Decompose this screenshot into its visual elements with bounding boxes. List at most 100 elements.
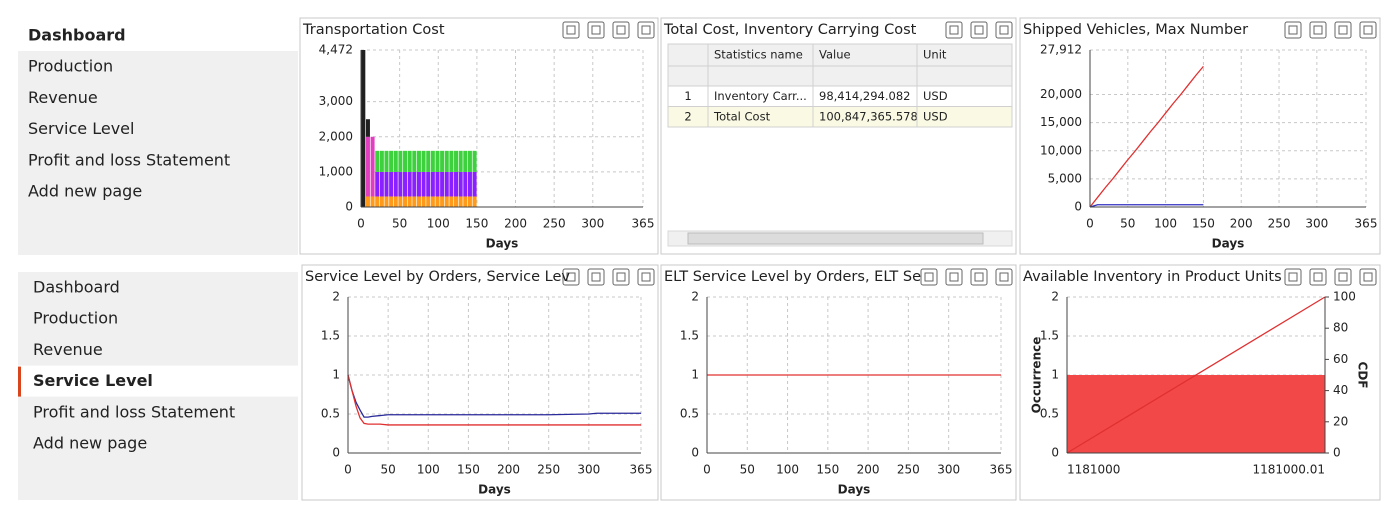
x-tick-label: 100: [776, 463, 799, 477]
panel-icon[interactable]: [1309, 21, 1327, 39]
panel-icon[interactable]: [1334, 21, 1352, 39]
x-tick-label: 250: [897, 463, 920, 477]
y-tick-label: 1.5: [680, 329, 699, 343]
icon-box: [995, 21, 1013, 39]
panel-icon[interactable]: [945, 268, 963, 286]
panel-icon[interactable]: [562, 268, 580, 286]
icon-glyph: [616, 272, 626, 282]
panel-icon[interactable]: [970, 21, 988, 39]
bar-segment: [472, 196, 477, 207]
panel-icon[interactable]: [995, 268, 1013, 286]
y-tick-label: 0: [332, 446, 340, 460]
panel-icon[interactable]: [920, 268, 938, 286]
bar-segment: [426, 171, 431, 197]
nav-item[interactable]: Dashboard: [33, 278, 120, 297]
x-tick-label: 100: [427, 217, 450, 231]
x-tick-label: 365: [990, 463, 1013, 477]
icon-glyph: [949, 272, 959, 282]
icon-glyph: [999, 25, 1009, 35]
y-tick-label: 2,000: [319, 129, 353, 143]
bar-segment: [458, 150, 463, 172]
bar-segment: [379, 196, 384, 207]
icon-glyph: [1288, 272, 1298, 282]
bar-segment: [430, 196, 435, 207]
bar-segment: [384, 150, 389, 172]
bar-segment: [435, 150, 440, 172]
x-tick-label: 50: [392, 217, 407, 231]
panel-icon[interactable]: [587, 21, 605, 39]
x-axis-label: Days: [1212, 237, 1245, 251]
icon-box: [562, 21, 580, 39]
nav-item[interactable]: Profit and loss Statement: [33, 402, 235, 421]
y-tick-label: 1: [332, 368, 340, 382]
y-tick-label: 0.5: [680, 407, 699, 421]
panel-icon[interactable]: [1309, 268, 1327, 286]
x-tick-label: 365: [632, 217, 655, 231]
nav-item[interactable]: Revenue: [28, 88, 98, 107]
icon-glyph: [1363, 25, 1373, 35]
panel-icon[interactable]: [612, 268, 630, 286]
y2-tick-label: 0: [1333, 446, 1341, 460]
bar-segment: [421, 196, 426, 207]
icon-box: [1309, 21, 1327, 39]
panel-icon[interactable]: [637, 268, 655, 286]
bar-segment: [467, 196, 472, 207]
icon-glyph: [974, 25, 984, 35]
panel-icon[interactable]: [637, 21, 655, 39]
bar-segment: [449, 171, 454, 197]
panel-icon[interactable]: [970, 268, 988, 286]
nav-item[interactable]: Add new page: [33, 434, 147, 453]
x-tick-label: 300: [581, 217, 604, 231]
panel-icon[interactable]: [995, 21, 1013, 39]
panel-icon[interactable]: [1359, 21, 1377, 39]
bar-segment: [458, 171, 463, 197]
panel-icon[interactable]: [612, 21, 630, 39]
panel: [660, 264, 1017, 501]
icon-box: [1309, 268, 1327, 286]
histogram-bar: [1067, 375, 1325, 453]
x-tick-label: 0: [357, 217, 365, 231]
y-tick-label: 4,472: [319, 43, 353, 57]
panel-icon[interactable]: [562, 21, 580, 39]
chart-title: ELT Service Level by Orders, ELT Se: [664, 269, 921, 285]
icon-glyph: [591, 25, 601, 35]
nav-item[interactable]: Service Level: [33, 371, 153, 390]
icon-box: [1284, 268, 1302, 286]
bar-segment: [407, 171, 412, 197]
scroll-thumb[interactable]: [687, 232, 984, 245]
series-line: [1066, 296, 1326, 454]
panel-icon[interactable]: [945, 21, 963, 39]
table-cell: Total Cost: [713, 110, 771, 124]
icon-box: [612, 21, 630, 39]
bar-segment: [407, 150, 412, 172]
nav-item[interactable]: Service Level: [28, 119, 134, 138]
bar-segment: [454, 171, 459, 197]
chart-title: Transportation Cost: [302, 22, 445, 38]
bar-segment: [403, 196, 408, 207]
y-tick-label: 1,000: [319, 164, 353, 178]
icon-glyph: [1363, 272, 1373, 282]
bar-segment: [467, 171, 472, 197]
nav-item[interactable]: Dashboard: [28, 26, 126, 45]
panel-icon[interactable]: [587, 268, 605, 286]
panel-icon[interactable]: [1334, 268, 1352, 286]
series-line: [1089, 204, 1204, 208]
y-tick-label: 10,000: [1040, 143, 1082, 157]
x-tick-label: 250: [537, 463, 560, 477]
icon-box: [970, 268, 988, 286]
nav-item[interactable]: Revenue: [33, 340, 103, 359]
panel-icon[interactable]: [1284, 21, 1302, 39]
nav-item[interactable]: Add new page: [28, 182, 142, 201]
x-tick-label: 200: [504, 217, 527, 231]
icon-glyph: [641, 25, 651, 35]
bar-segment: [398, 171, 403, 197]
nav-item[interactable]: Production: [28, 57, 113, 76]
nav-item[interactable]: Profit and loss Statement: [28, 150, 230, 169]
icon-box: [1334, 21, 1352, 39]
chart-title: Shipped Vehicles, Max Number: [1023, 22, 1248, 38]
panel-icon[interactable]: [1284, 268, 1302, 286]
x-tick-label: 300: [937, 463, 960, 477]
nav-item[interactable]: Production: [33, 309, 118, 328]
x-tick-label: 1181000.01: [1252, 463, 1325, 477]
panel-icon[interactable]: [1359, 268, 1377, 286]
